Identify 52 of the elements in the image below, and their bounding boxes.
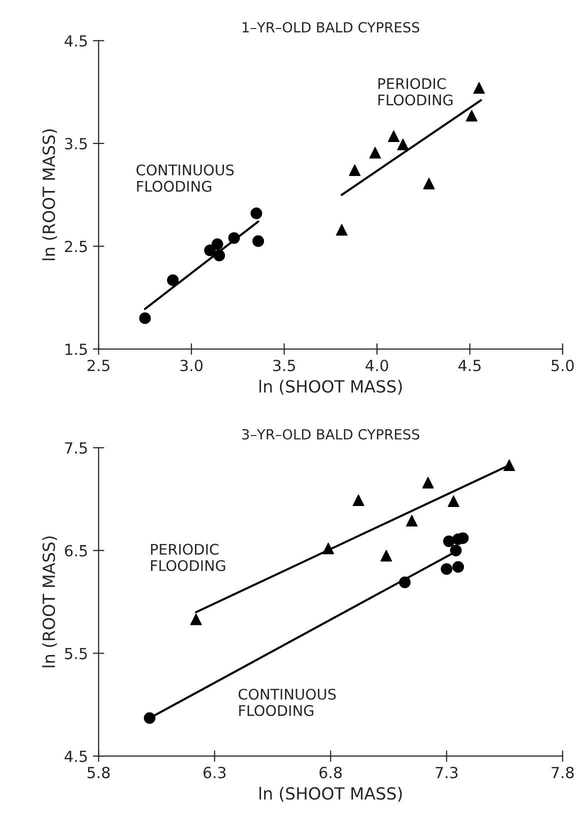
x-tick-label: 2.5 [88,360,110,372]
chart-title: 3–YR–OLD BALD CYPRESS [242,429,420,440]
point [440,563,452,575]
point [250,208,262,220]
y-tick-label: 2.5 [65,240,87,252]
point [212,238,224,250]
annotation: PERIODIC FLOODING [151,544,226,572]
y-tick-label: 4.5 [64,35,87,47]
x-tick-label: 7.3 [436,766,458,778]
x-axis-title: ln (SHOOT MASS) [260,786,402,802]
point [167,274,179,286]
y-tick-label: 6.5 [64,544,87,557]
point [448,495,460,507]
y-tick-label: 7.5 [65,442,87,454]
point [388,130,400,142]
point [406,514,418,527]
y-tick-label: 1.5 [66,344,87,356]
point [423,178,435,190]
point [443,535,455,548]
point [190,614,202,626]
point [466,110,478,122]
point [380,550,392,562]
x-tick-label: 6.3 [204,766,226,778]
y-tick-label: 3.5 [65,138,87,150]
x-tick-label: 5.8 [88,766,110,778]
y-axis-title: ln (ROOT MASS) [42,129,58,260]
point [139,312,151,324]
y-axis-title: ln (ROOT MASS) [42,536,58,668]
x-tick-label: 7.8 [552,766,574,778]
point [473,82,485,94]
x-tick-label: 5.0 [552,360,574,372]
x-tick-label: 3.0 [180,360,203,372]
point [452,561,464,573]
point [397,138,409,150]
annotation: PERIODIC FLOODING [378,78,452,106]
x-axis-title: ln (SHOOT MASS) [260,380,402,395]
x-tick-label: 6.8 [320,766,342,778]
point [348,164,361,176]
x-tick-label: 3.5 [273,360,296,372]
point [204,244,216,256]
point [422,476,434,488]
chart-title: 1–YR–OLD BALD CYPRESS [242,22,420,33]
point [252,235,264,247]
annotation: CONTINUOUS FLOODING [136,164,234,192]
point [369,146,381,159]
point [352,494,364,506]
x-tick-label: 4.0 [366,360,388,372]
y-tick-label: 4.5 [64,750,87,762]
x-tick-label: 4.5 [458,360,481,372]
point [336,224,348,236]
annotation: CONTINUOUS FLOODING [238,688,336,716]
y-tick-label: 5.5 [65,648,87,660]
